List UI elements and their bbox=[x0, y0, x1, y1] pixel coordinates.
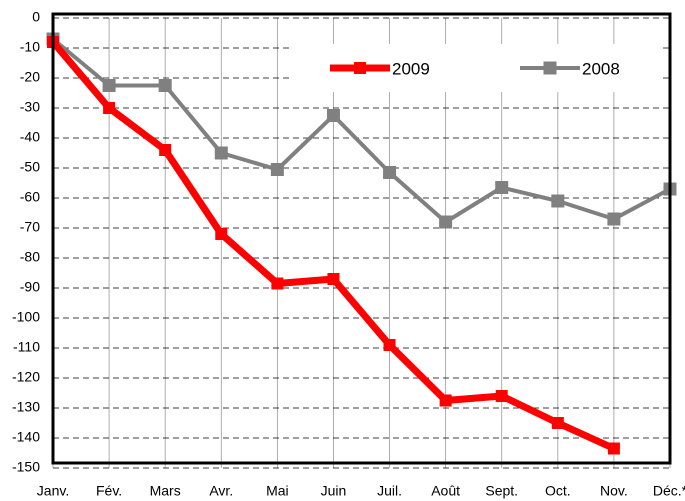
point bbox=[607, 442, 620, 455]
point bbox=[271, 277, 284, 290]
x-tick-label: Janv. bbox=[37, 483, 69, 499]
plot-frame bbox=[51, 12, 672, 465]
point bbox=[495, 181, 509, 194]
point bbox=[551, 194, 565, 208]
y-tick-label: -80 bbox=[20, 249, 40, 265]
point bbox=[439, 394, 452, 407]
y-tick-label: -60 bbox=[20, 189, 40, 205]
x-tick-label: Mai bbox=[266, 483, 289, 499]
series-line bbox=[51, 37, 671, 224]
x-tick-label: Déc.* bbox=[653, 483, 685, 499]
y-tick-label: -120 bbox=[12, 369, 40, 385]
y-tick-label: -20 bbox=[20, 69, 40, 85]
y-tick-label: -30 bbox=[20, 99, 40, 115]
x-tick-label: Juin bbox=[321, 483, 347, 499]
point bbox=[327, 273, 340, 285]
x-tick-label: Nov. bbox=[600, 483, 628, 499]
x-tick-label: Août bbox=[431, 483, 460, 499]
point bbox=[383, 166, 397, 179]
y-tick-label: -100 bbox=[12, 309, 40, 325]
y-tick-label: -110 bbox=[13, 339, 40, 355]
y-tick-label: -50 bbox=[20, 159, 40, 175]
point bbox=[607, 212, 621, 226]
legend-marker bbox=[543, 61, 557, 75]
point bbox=[270, 163, 284, 176]
y-tick-label: -10 bbox=[20, 39, 40, 55]
x-tick-label: Juil. bbox=[377, 483, 402, 499]
point bbox=[439, 215, 453, 229]
point bbox=[159, 144, 172, 156]
x-tick-label: Mars bbox=[150, 483, 181, 499]
point bbox=[214, 146, 228, 160]
point bbox=[383, 339, 396, 351]
point bbox=[103, 102, 116, 114]
point bbox=[326, 109, 340, 122]
x-tick-label: Oct. bbox=[545, 483, 571, 499]
y-tick-label: -150 bbox=[12, 459, 40, 475]
point bbox=[158, 79, 172, 92]
legend-label: 2009 bbox=[392, 59, 430, 78]
y-tick-label: -40 bbox=[20, 129, 40, 145]
legend-marker bbox=[354, 62, 366, 74]
x-tick-label: Sept. bbox=[485, 483, 518, 499]
point bbox=[102, 79, 116, 92]
legend-label: 2008 bbox=[582, 59, 620, 78]
y-tick-label: -130 bbox=[12, 399, 40, 415]
y-tick-label: -70 bbox=[20, 219, 40, 235]
point bbox=[495, 390, 508, 402]
point bbox=[551, 417, 564, 429]
y-tick-label: -140 bbox=[12, 429, 40, 445]
point bbox=[215, 228, 228, 240]
y-tick-label: 0 bbox=[32, 9, 40, 25]
x-tick-label: Avr. bbox=[209, 483, 233, 499]
y-tick-label: -90 bbox=[20, 279, 40, 295]
x-tick-label: Fév. bbox=[96, 483, 122, 499]
